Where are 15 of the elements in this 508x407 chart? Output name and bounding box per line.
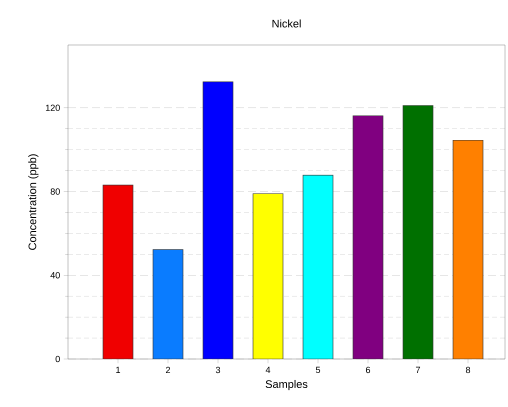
- x-tick-label: 1: [116, 366, 120, 373]
- y-axis-title: Concentration (ppb): [28, 154, 38, 250]
- y-tick-label: 80: [50, 188, 60, 195]
- x-tick-label: 2: [166, 366, 170, 374]
- x-tick-label: 6: [366, 366, 370, 374]
- x-tick-label: 3: [216, 366, 220, 374]
- x-tick-label: 8: [466, 366, 470, 374]
- y-tick-label: 0: [56, 356, 60, 362]
- x-tick-label: 5: [316, 366, 320, 374]
- y-tick-label: 120: [46, 104, 60, 111]
- x-axis-title: Samples: [266, 380, 308, 390]
- chart-title: Nickel: [272, 19, 301, 28]
- x-tick-label: 4: [266, 366, 270, 373]
- x-tick-label: 7: [416, 366, 420, 373]
- y-tick-label: 40: [50, 272, 60, 278]
